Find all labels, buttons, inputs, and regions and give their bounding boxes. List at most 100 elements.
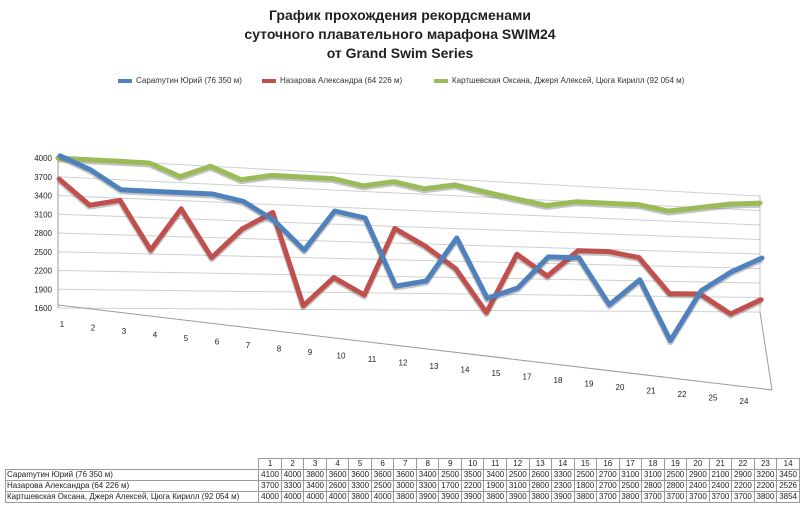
table-cell-3-0: 4000 xyxy=(258,491,282,503)
table-cell-2-2: 3400 xyxy=(303,480,327,492)
table-header-23: 14 xyxy=(776,458,800,470)
table-cell-2-15: 2700 xyxy=(596,480,620,492)
table-header-13: 14 xyxy=(551,458,575,470)
table-cell-2-16: 2500 xyxy=(618,480,643,492)
table-cell-1-13: 3300 xyxy=(551,469,575,481)
x-tick-12-11: 12 xyxy=(399,359,408,368)
table-cell-3-20: 3700 xyxy=(708,491,733,503)
x-tick-10-9: 10 xyxy=(337,352,346,361)
table-cell-1-23: 3450 xyxy=(776,469,800,481)
table-cell-2-14: 1800 xyxy=(573,480,598,492)
y-tick-3700: 3700 xyxy=(34,173,52,182)
table-cell-3-18: 3700 xyxy=(663,491,688,503)
x-tick-9-8: 9 xyxy=(308,348,313,357)
x-tick-21-19: 21 xyxy=(647,387,656,396)
table-cell-3-6: 3800 xyxy=(393,491,417,503)
table-cell-2-9: 2200 xyxy=(460,480,485,492)
gridline-4000 xyxy=(57,157,761,197)
table-cell-2-18: 2800 xyxy=(663,480,688,492)
table-header-8: 9 xyxy=(438,458,462,470)
table-header-blank xyxy=(6,459,259,470)
table-cell-2-4: 3300 xyxy=(348,480,372,492)
x-tick-13-12: 13 xyxy=(430,362,439,371)
table-cell-1-16: 3100 xyxy=(618,469,643,481)
y-tick-2200: 2200 xyxy=(34,267,52,276)
x-tick-14-13: 14 xyxy=(461,366,470,375)
x-tick-5-4: 5 xyxy=(184,334,189,343)
legend-label-series-2: Назарова Александра (64 226 м) xyxy=(280,76,403,85)
x-tick-15-14: 15 xyxy=(492,369,501,378)
x-tick-8-7: 8 xyxy=(277,345,282,354)
table-cell-3-23: 3854 xyxy=(776,491,800,503)
gridline-2500 xyxy=(57,251,761,269)
table-cell-2-6: 3000 xyxy=(393,480,417,492)
table-header-16: 17 xyxy=(618,458,643,470)
x-tick-6-5: 6 xyxy=(215,338,220,347)
table-cell-3-15: 3700 xyxy=(596,491,620,503)
table-cell-3-22: 3800 xyxy=(753,491,778,503)
series-shadow-2 xyxy=(57,178,763,319)
table-cell-3-11: 3900 xyxy=(505,491,530,503)
legend-swatch-series-3 xyxy=(434,78,448,83)
x-tick-19-17: 19 xyxy=(585,380,594,389)
table-cell-2-0: 3700 xyxy=(258,480,282,492)
table-header-12: 13 xyxy=(528,458,553,470)
table-cell-2-13: 2300 xyxy=(551,480,575,492)
table-cell-3-16: 3800 xyxy=(618,491,643,503)
table-header-19: 20 xyxy=(686,458,710,470)
table-cell-1-11: 2500 xyxy=(505,469,530,481)
table-cell-1-18: 2500 xyxy=(663,469,688,481)
table-cell-2-11: 3100 xyxy=(505,480,530,492)
table-header-3: 4 xyxy=(325,458,350,470)
x-tick-1-0: 1 xyxy=(60,320,65,329)
legend-item-series-3: Картшевская Оксана, Джеря Алексей, Цюга … xyxy=(434,76,684,85)
x-tick-20-18: 20 xyxy=(616,383,625,392)
table-cell-2-8: 1700 xyxy=(438,480,462,492)
table-header-21: 22 xyxy=(731,458,755,470)
table-cell-1-15: 2700 xyxy=(596,469,620,481)
table-header-0: 1 xyxy=(258,458,282,470)
x-tick-25-21: 25 xyxy=(709,394,718,403)
series-line-1 xyxy=(57,153,765,344)
table-cell-3-13: 3900 xyxy=(551,491,575,503)
legend-item-series-2: Назарова Александра (64 226 м) xyxy=(262,76,402,85)
table-header-1: 2 xyxy=(280,458,305,470)
x-tick-22-20: 22 xyxy=(678,390,687,399)
gridline-1900 xyxy=(57,288,761,298)
table-cell-2-3: 2600 xyxy=(325,480,350,492)
table-cell-2-22: 2200 xyxy=(753,480,778,492)
table-cell-1-19: 2900 xyxy=(686,469,710,481)
legend: Сараmутин Юрий (76 350 м) Назарова Алекс… xyxy=(0,76,800,90)
table-cell-1-3: 3600 xyxy=(325,469,350,481)
table-cell-3-14: 3800 xyxy=(573,491,598,503)
table-header-2: 3 xyxy=(303,458,327,470)
chart-title-line-1: График прохождения рекордсменами xyxy=(269,7,531,23)
table-cell-3-9: 3900 xyxy=(460,491,485,503)
table-cell-3-5: 4000 xyxy=(370,491,395,503)
table-cell-1-17: 3100 xyxy=(641,469,665,481)
table-header-11: 12 xyxy=(505,458,530,470)
y-tick-3400: 3400 xyxy=(34,192,52,201)
table-cell-1-2: 3800 xyxy=(303,469,327,481)
x-axis-line xyxy=(57,304,773,391)
table-header-6: 7 xyxy=(393,458,417,470)
table-header-14: 15 xyxy=(573,458,598,470)
table-header-4: 5 xyxy=(348,458,372,470)
table-header-7: 8 xyxy=(415,458,440,470)
table-cell-3-17: 3700 xyxy=(641,491,665,503)
x-tick-11-10: 11 xyxy=(368,355,377,364)
table-cell-1-12: 2600 xyxy=(528,469,553,481)
table-cell-1-8: 2500 xyxy=(438,469,462,481)
table-cell-3-12: 3800 xyxy=(528,491,553,503)
x-tick-2-1: 2 xyxy=(91,324,96,333)
table-cell-3-3: 4000 xyxy=(325,491,350,503)
x-tick-4-3: 4 xyxy=(153,331,158,340)
y-tick-1600: 1600 xyxy=(34,304,52,313)
chart-title: График прохождения рекордсменами суточно… xyxy=(0,6,800,63)
table-header-22: 23 xyxy=(753,458,778,470)
table-cell-3-8: 3900 xyxy=(438,491,462,503)
table-cell-2-23: 2526 xyxy=(776,480,800,492)
table-row: Сараmутин Юрий (76 350 м) 4100 4000 3800 360… xyxy=(4,469,800,481)
table-cell-1-6: 3600 xyxy=(393,469,417,481)
